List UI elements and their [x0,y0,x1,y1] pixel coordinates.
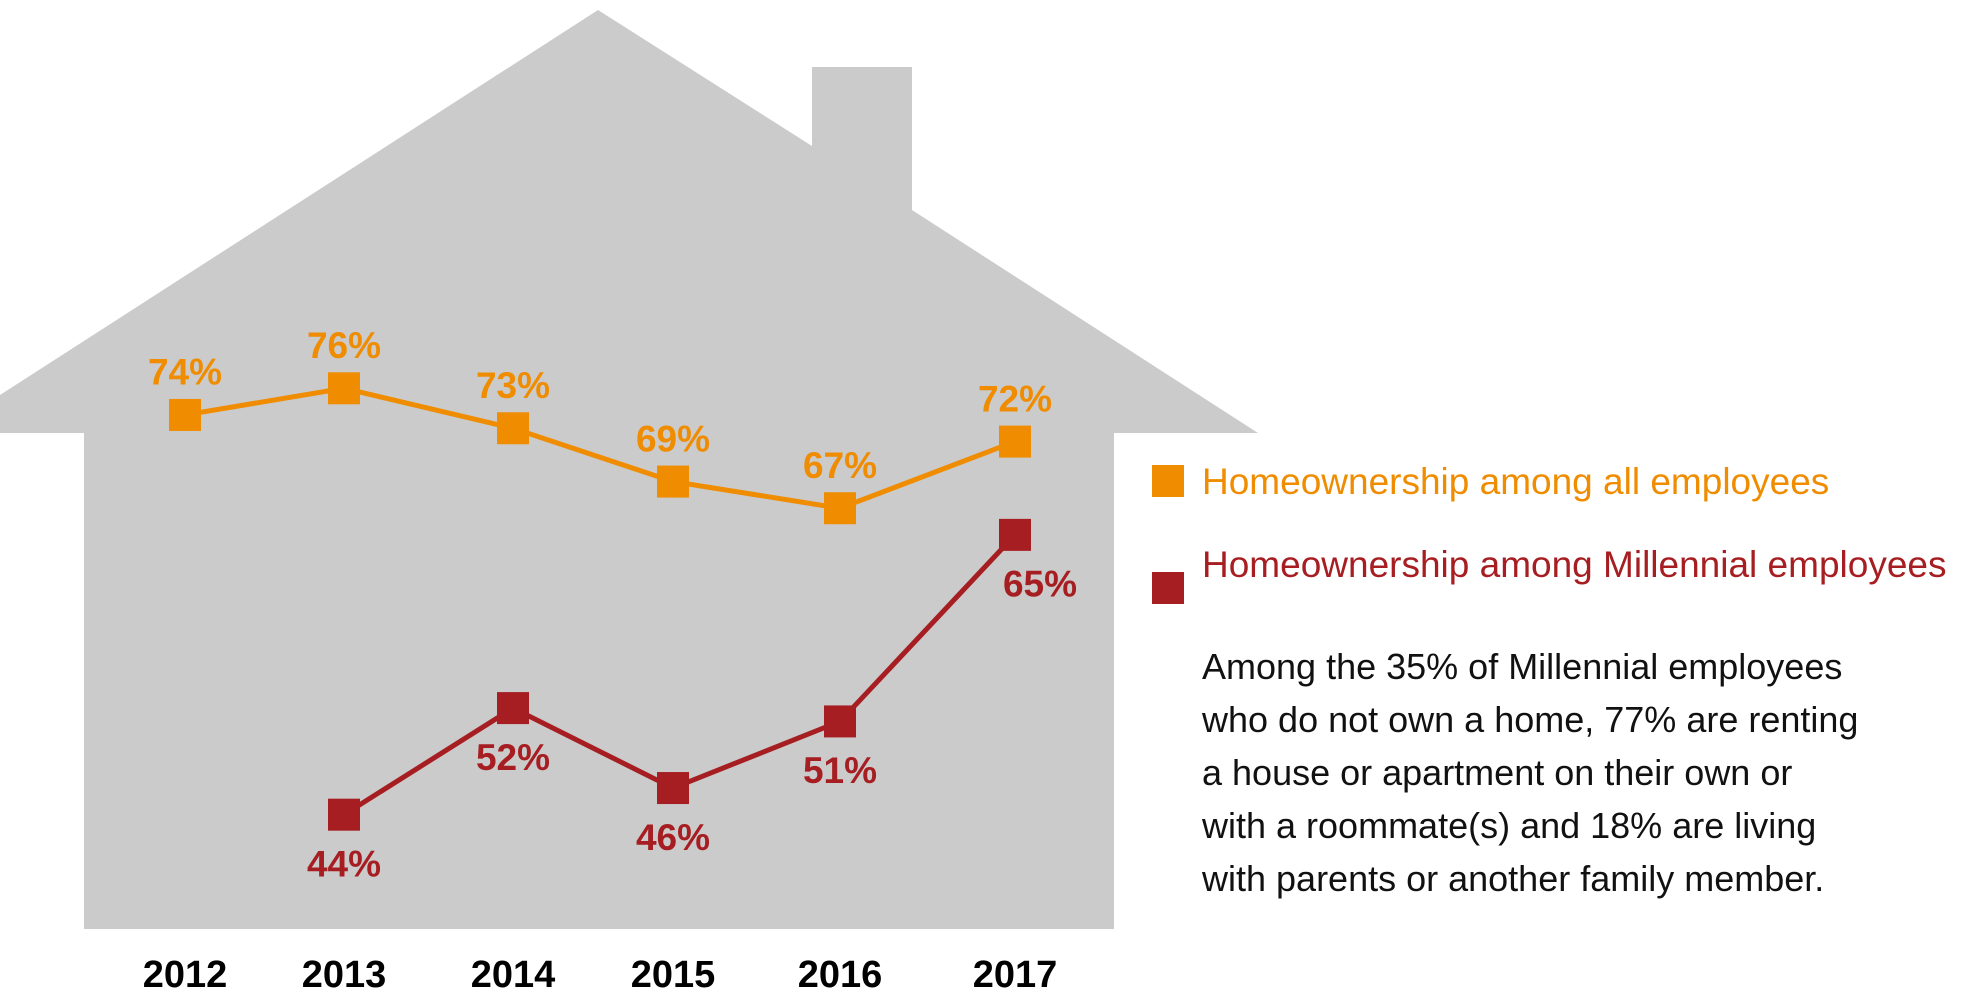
point-marker [328,372,360,404]
legend-marker [1152,465,1184,497]
point-marker [824,492,856,524]
data-label: 52% [476,737,550,778]
x-tick-label: 2015 [631,954,716,990]
annotation-line: with parents or another family member. [1202,852,1858,905]
data-label: 76% [307,325,381,366]
x-tick-label: 2012 [143,954,228,990]
point-marker [497,412,529,444]
legend-marker [1152,572,1184,604]
data-label: 67% [803,445,877,486]
x-tick-label: 2014 [471,954,556,990]
page: 2012 2013 2014 2015 2016 2017 74% 76% 73% 69% 67% 7… [0,0,1980,990]
x-tick-label: 2013 [302,954,387,990]
legend-label: Homeownership among Millennial employees [1202,541,1962,589]
data-label: 65% [1003,564,1077,605]
x-tick-label: 2016 [798,954,883,990]
data-label: 46% [636,817,710,858]
x-tick-label: 2017 [973,954,1058,990]
data-label: 69% [636,418,710,459]
annotation-line: Among the 35% of Millennial employees [1202,640,1858,693]
annotation-line: who do not own a home, 77% are renting [1202,693,1858,746]
point-marker [657,466,689,498]
point-marker [497,692,529,724]
point-marker [999,519,1031,551]
data-label: 72% [978,378,1052,419]
legend-label: Homeownership among all employees [1202,458,1962,506]
point-marker [328,799,360,831]
annotation-line: with a roommate(s) and 18% are living [1202,799,1858,852]
data-label: 44% [307,843,381,884]
point-marker [169,399,201,431]
data-label: 73% [476,365,550,406]
point-marker [657,772,689,804]
data-label: 74% [148,352,222,393]
data-label: 51% [803,750,877,791]
point-marker [824,705,856,737]
annotation-line: a house or apartment on their own or [1202,746,1858,799]
point-marker [999,426,1031,458]
